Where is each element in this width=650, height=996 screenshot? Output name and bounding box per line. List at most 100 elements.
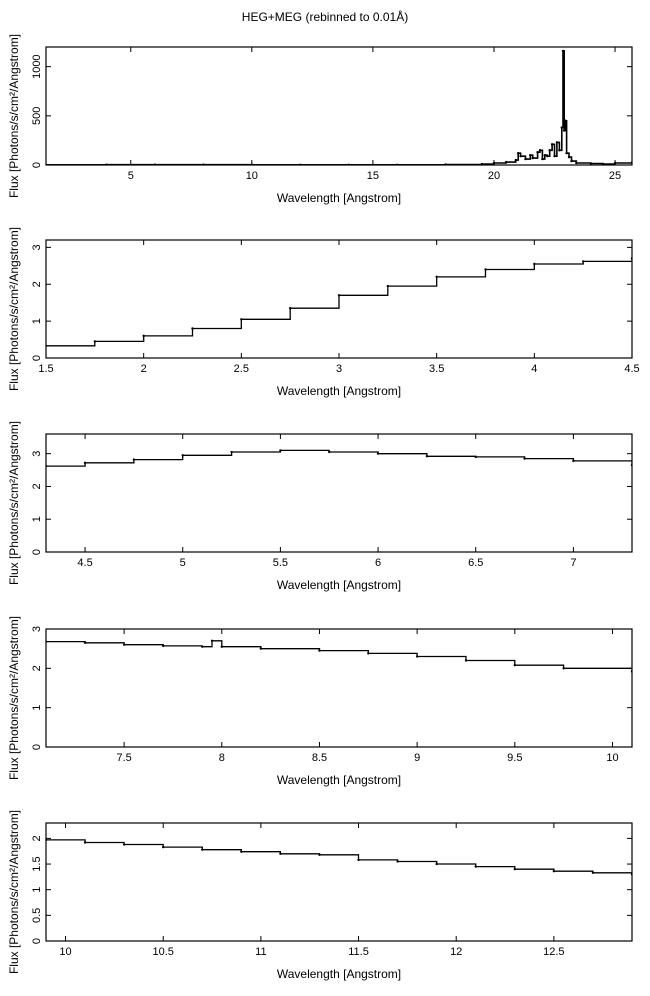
data-point: [523, 457, 526, 460]
data-point: [191, 327, 194, 330]
x-tick-label: 15: [367, 170, 379, 182]
x-tick-label: 10: [246, 170, 258, 182]
data-point: [83, 841, 87, 844]
x-tick-label: 9: [414, 752, 420, 764]
x-tick-label: 3: [336, 363, 342, 375]
data-point: [83, 641, 87, 644]
y-tick-label: 0: [31, 162, 43, 168]
data-point: [122, 643, 126, 646]
y-tick-label: 1: [31, 318, 43, 324]
data-point: [474, 455, 477, 459]
data-point: [570, 159, 573, 163]
data-point: [337, 294, 341, 297]
y-tick-label: 1000: [31, 54, 43, 78]
data-point: [560, 126, 563, 129]
data-point: [492, 161, 496, 165]
y-tick-label: 2: [31, 835, 43, 841]
data-point: [376, 452, 380, 455]
plot-frame: [45, 46, 633, 166]
y-axis-label: Flux [Photons/s/cm²/Angstrom]: [7, 34, 21, 198]
data-point: [201, 645, 204, 648]
data-point: [519, 154, 522, 158]
y-tick-label: 3: [31, 451, 43, 457]
y-tick-label: 1: [31, 516, 43, 522]
x-tick-label: 10: [59, 946, 71, 958]
panel-4: 7.5 8 8.5 9 9.5 10 0 1 2 3 Wavelength [Angstrom] Fl…: [7, 616, 633, 787]
y-tick-label: 0: [31, 938, 43, 944]
data-point: [567, 155, 571, 159]
data-point: [536, 151, 539, 154]
data-point: [546, 154, 549, 158]
x-tick-label: 11.5: [348, 946, 369, 958]
data-series-1: [46, 50, 632, 165]
panel-1: 5 10 15 20 25 0 500 1000 Wavelength [Angstrom] Fl…: [7, 34, 633, 205]
data-point: [562, 667, 565, 670]
data-point: [318, 853, 321, 857]
data-point: [484, 268, 487, 271]
panel-2: 1.5 2 2.5 3 3.5 4 4.5 0 1 2 3 Wavelength [Angstrom]…: [7, 227, 640, 398]
x-axis-label: Wavelength [Angstrom]: [277, 578, 401, 592]
x-tick-label: 10.5: [152, 946, 173, 958]
y-tick-label: 0: [31, 355, 43, 361]
panel-3: 4.5 5 5.5 6 6.5 7 0 1 2 3 Wavelength [Angstrom] Flu…: [7, 421, 633, 592]
data-point: [318, 649, 321, 652]
x-tick-label: 2.5: [234, 363, 249, 375]
data-point: [524, 157, 527, 161]
x-tick-label: 20: [488, 170, 500, 182]
y-axis-label: Flux [Photons/s/cm²/Angstrom]: [7, 227, 21, 391]
plot-frame: [45, 433, 633, 553]
x-tick-label: 8.5: [312, 752, 327, 764]
data-point: [538, 149, 542, 152]
data-series-1: [46, 640, 632, 672]
plot-frame: [45, 822, 633, 942]
data-point: [630, 161, 632, 164]
data-point: [46, 464, 48, 468]
x-tick-label: 7.5: [116, 752, 131, 764]
data-point: [132, 458, 136, 461]
data-point: [591, 871, 595, 874]
data-point: [435, 862, 438, 866]
plot-frame: [45, 628, 633, 748]
data-point: [279, 449, 282, 452]
data-point: [122, 843, 126, 846]
data-point: [201, 848, 204, 851]
data-point: [548, 149, 551, 152]
x-tick-label: 4.5: [624, 363, 639, 375]
data-point: [93, 340, 97, 343]
x-axis-label: Wavelength [Angstrom]: [277, 191, 401, 205]
x-tick-label: 5: [128, 170, 134, 182]
data-point: [105, 163, 108, 165]
y-tick-label: 0: [31, 549, 43, 555]
data-point: [581, 260, 585, 263]
data-point: [553, 154, 556, 158]
data-point: [464, 659, 468, 662]
data-point: [552, 870, 556, 873]
data-point: [279, 852, 282, 855]
data-point: [550, 143, 554, 146]
data-point: [562, 129, 566, 132]
x-tick-label: 7: [570, 557, 576, 569]
x-tick-label: 5.5: [273, 557, 288, 569]
y-axis-label: Flux [Photons/s/cm²/Angstrom]: [7, 421, 21, 585]
data-point: [533, 262, 536, 266]
data-point: [572, 459, 575, 463]
data-point: [153, 163, 157, 165]
x-tick-label: 25: [609, 170, 621, 182]
data-point: [504, 160, 508, 164]
x-tick-label: 6: [375, 557, 381, 569]
data-point: [516, 152, 520, 155]
x-tick-label: 3.5: [429, 363, 444, 375]
x-tick-label: 9.5: [507, 752, 522, 764]
y-axis-label: Flux [Photons/s/cm²/Angstrom]: [7, 616, 21, 780]
x-tick-label: 4: [531, 363, 537, 375]
data-point: [46, 344, 48, 348]
data-point: [299, 163, 302, 165]
data-point: [357, 858, 360, 862]
y-tick-label: 2: [31, 483, 43, 489]
y-tick-label: 2: [31, 665, 43, 671]
x-tick-label: 11: [255, 946, 266, 958]
data-point: [531, 156, 534, 160]
data-point: [328, 450, 331, 454]
